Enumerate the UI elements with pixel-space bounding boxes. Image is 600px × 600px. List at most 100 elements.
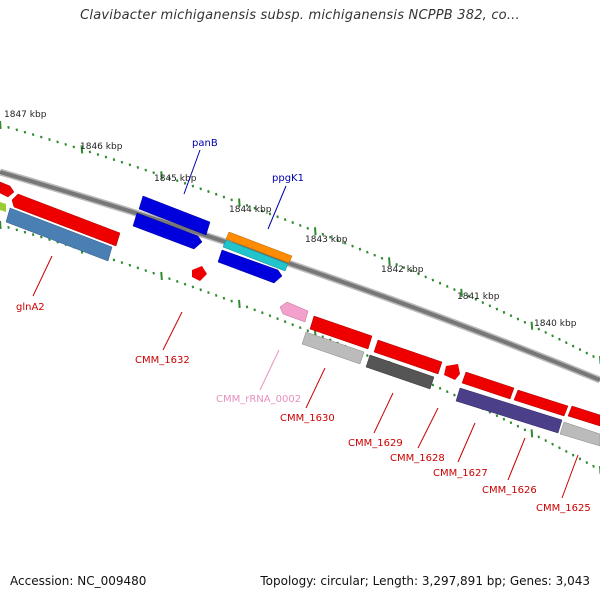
minor-tick bbox=[253, 206, 256, 210]
minor-tick bbox=[230, 198, 233, 202]
minor-tick bbox=[565, 450, 568, 453]
leader-CMM_1625 bbox=[561, 454, 579, 499]
gene-feature-panB[interactable] bbox=[138, 195, 211, 236]
minor-tick bbox=[537, 327, 541, 331]
minor-tick bbox=[453, 393, 456, 397]
gene-feature-purple-1627[interactable] bbox=[455, 387, 563, 434]
minor-tick bbox=[495, 414, 499, 418]
minor-tick bbox=[453, 288, 456, 292]
major-tick bbox=[530, 321, 534, 330]
gene-feature-red[interactable] bbox=[0, 181, 15, 198]
minor-tick bbox=[120, 261, 124, 265]
minor-tick bbox=[23, 130, 27, 134]
leader-glnA2 bbox=[32, 255, 53, 297]
major-tick bbox=[160, 271, 163, 281]
minor-tick bbox=[366, 354, 369, 358]
minor-tick bbox=[509, 421, 513, 425]
minor-tick bbox=[230, 299, 233, 303]
gene-label-CMM_1632[interactable]: CMM_1632 bbox=[135, 355, 190, 366]
minor-tick bbox=[516, 424, 520, 428]
gene-feature-green[interactable] bbox=[0, 202, 6, 212]
minor-tick bbox=[191, 184, 195, 188]
minor-tick bbox=[509, 314, 513, 318]
gene-label-CMM_1626[interactable]: CMM_1626 bbox=[482, 485, 537, 496]
minor-tick bbox=[523, 320, 527, 324]
minor-tick bbox=[276, 317, 279, 321]
gene-feature-red-1629[interactable] bbox=[373, 339, 443, 375]
minor-tick bbox=[467, 294, 470, 298]
gene-label-CMM_1625[interactable]: CMM_1625 bbox=[536, 503, 591, 514]
gene-label-ppgK1[interactable]: ppgK1 bbox=[272, 173, 304, 184]
major-tick bbox=[80, 145, 84, 154]
minor-tick bbox=[373, 253, 376, 257]
minor-tick bbox=[207, 190, 210, 193]
major-tick bbox=[460, 288, 463, 297]
minor-tick bbox=[544, 439, 547, 442]
gene-feature-rRNA[interactable] bbox=[279, 301, 309, 323]
gene-feature-cyan[interactable] bbox=[222, 239, 289, 272]
gene-label-CMM_rRNA_0002[interactable]: CMM_rRNA_0002 bbox=[216, 394, 301, 405]
leader-CMM_1628 bbox=[417, 407, 439, 449]
major-tick bbox=[314, 227, 317, 236]
gene-label-CMM_1627[interactable]: CMM_1627 bbox=[433, 468, 488, 479]
minor-tick bbox=[395, 262, 398, 266]
gene-feature-orange[interactable] bbox=[225, 231, 293, 264]
minor-tick bbox=[445, 284, 449, 288]
minor-tick bbox=[168, 176, 171, 180]
minor-tick bbox=[40, 135, 43, 139]
minor-tick bbox=[431, 383, 435, 387]
gene-feature-red-1630-top[interactable] bbox=[309, 315, 373, 350]
minor-tick bbox=[136, 266, 140, 270]
outer-scale-ruler bbox=[0, 120, 600, 365]
minor-tick bbox=[40, 235, 43, 239]
minor-tick bbox=[351, 244, 354, 248]
minor-tick bbox=[7, 225, 10, 229]
gene-feature-ppgK1[interactable] bbox=[217, 249, 283, 284]
leader-CMM_1627 bbox=[457, 422, 476, 463]
minor-tick bbox=[72, 145, 76, 149]
minor-tick bbox=[245, 203, 249, 207]
gene-feature-red-1628[interactable] bbox=[444, 364, 460, 380]
minor-tick bbox=[112, 258, 116, 262]
gene-label-glnA2[interactable]: glnA2 bbox=[16, 302, 45, 313]
gene-feature-steelblue[interactable] bbox=[5, 207, 113, 262]
gene-feature-gray-1625[interactable] bbox=[559, 421, 600, 447]
leader-CMM_rRNA_0002 bbox=[259, 349, 280, 391]
minor-tick bbox=[283, 218, 287, 222]
minor-tick bbox=[183, 181, 187, 185]
gene-feature-darkgray-1629[interactable] bbox=[365, 354, 435, 390]
minor-tick bbox=[358, 247, 362, 251]
kbp-label-1846: 1846 kbp bbox=[80, 142, 123, 152]
minor-tick bbox=[558, 446, 561, 450]
gene-label-CMM_1629[interactable]: CMM_1629 bbox=[348, 438, 403, 449]
leader-panB bbox=[183, 149, 201, 195]
gene-feature-red-small[interactable] bbox=[192, 266, 207, 281]
minor-tick bbox=[417, 272, 420, 276]
gene-label-CMM_1630[interactable]: CMM_1630 bbox=[280, 413, 335, 424]
gene-feature-red-1626[interactable] bbox=[513, 389, 569, 417]
gene-feature-gray-1630[interactable] bbox=[301, 331, 365, 365]
minor-tick bbox=[253, 308, 256, 312]
minor-tick bbox=[199, 187, 202, 191]
gene-feature-glnA2[interactable] bbox=[11, 193, 121, 247]
major-tick bbox=[530, 429, 534, 438]
major-tick bbox=[388, 257, 391, 266]
gene-label-panB[interactable]: panB bbox=[192, 138, 218, 149]
minor-tick bbox=[502, 310, 506, 314]
minor-tick bbox=[328, 235, 332, 239]
gene-label-CMM_1628[interactable]: CMM_1628 bbox=[390, 453, 445, 464]
minor-tick bbox=[336, 238, 339, 242]
gene-feature-red-1627[interactable] bbox=[461, 371, 515, 400]
minor-tick bbox=[96, 153, 100, 156]
gene-feature-blue-2[interactable] bbox=[132, 212, 203, 250]
leader-ppgK1 bbox=[267, 185, 287, 230]
minor-tick bbox=[474, 297, 478, 301]
minor-tick bbox=[268, 314, 272, 318]
minor-tick bbox=[261, 311, 264, 315]
gene-feature-red-1625[interactable] bbox=[567, 405, 600, 427]
kbp-label-1842: 1842 kbp bbox=[381, 265, 424, 275]
minor-tick bbox=[56, 140, 59, 144]
minor-tick bbox=[48, 138, 51, 141]
minor-tick bbox=[214, 293, 218, 297]
